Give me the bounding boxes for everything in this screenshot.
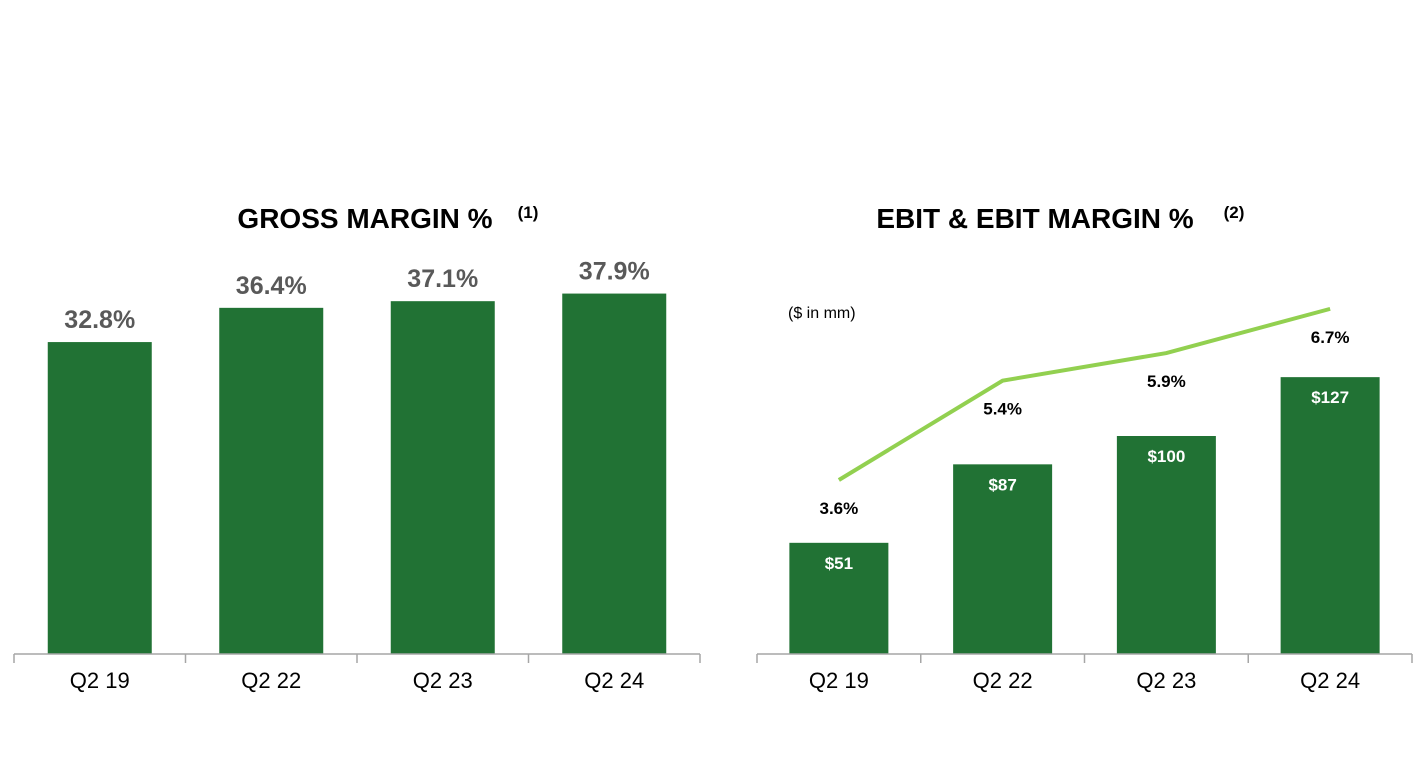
ebit-unit-note: ($ in mm) xyxy=(788,305,856,322)
ebit-bar-value-label: $100 xyxy=(1147,447,1185,466)
ebit-title-footnote: (2) xyxy=(1224,203,1245,222)
ebit-x-tick-label: Q2 19 xyxy=(809,668,869,693)
gross-margin-value-label: 32.8% xyxy=(64,306,135,334)
gross-margin-bar xyxy=(47,342,152,654)
ebit-margin-label: 6.7% xyxy=(1311,328,1350,347)
gross-margin-bar xyxy=(562,293,667,654)
gross-margin-x-tick-label: Q2 23 xyxy=(413,668,473,693)
ebit-margin-line xyxy=(837,306,1331,482)
ebit-title: EBIT & EBIT MARGIN % xyxy=(876,203,1193,234)
gross-margin-value-label: 37.1% xyxy=(407,265,478,293)
gross-margin-bar xyxy=(390,301,495,654)
ebit-bar-value-label: $127 xyxy=(1311,388,1349,407)
ebit-x-tick-label: Q2 24 xyxy=(1300,668,1360,693)
gross-margin-title: GROSS MARGIN % xyxy=(237,203,492,234)
ebit-chart: EBIT & EBIT MARGIN % (2) ($ in mm) $51 $8… xyxy=(756,203,1413,693)
ebit-bar xyxy=(789,542,889,654)
ebit-margin-label: 5.4% xyxy=(983,400,1022,419)
ebit-margin-label: 5.9% xyxy=(1147,372,1186,391)
gross-margin-title-footnote: (1) xyxy=(518,203,539,222)
gross-margin-bar xyxy=(219,307,324,654)
ebit-bar xyxy=(1280,377,1380,654)
gross-margin-value-label: 37.9% xyxy=(579,258,650,286)
ebit-x-tick-label: Q2 23 xyxy=(1136,668,1196,693)
gross-margin-x-tick-label: Q2 19 xyxy=(70,668,130,693)
gross-margin-value-label: 36.4% xyxy=(236,272,307,300)
ebit-bar xyxy=(1116,436,1216,654)
ebit-bar xyxy=(953,464,1053,654)
gross-margin-chart: GROSS MARGIN % (1) 32.8%36.4% 37.1% 37.9% … xyxy=(13,203,701,693)
ebit-margin-label: 3.6% xyxy=(820,499,859,518)
ebit-x-tick-label: Q2 22 xyxy=(973,668,1033,693)
ebit-bar-value-label: $51 xyxy=(825,554,853,573)
ebit-bar-value-label: $87 xyxy=(988,475,1016,494)
gross-margin-x-tick-label: Q2 22 xyxy=(241,668,301,693)
gross-margin-x-tick-label: Q2 24 xyxy=(584,668,644,693)
